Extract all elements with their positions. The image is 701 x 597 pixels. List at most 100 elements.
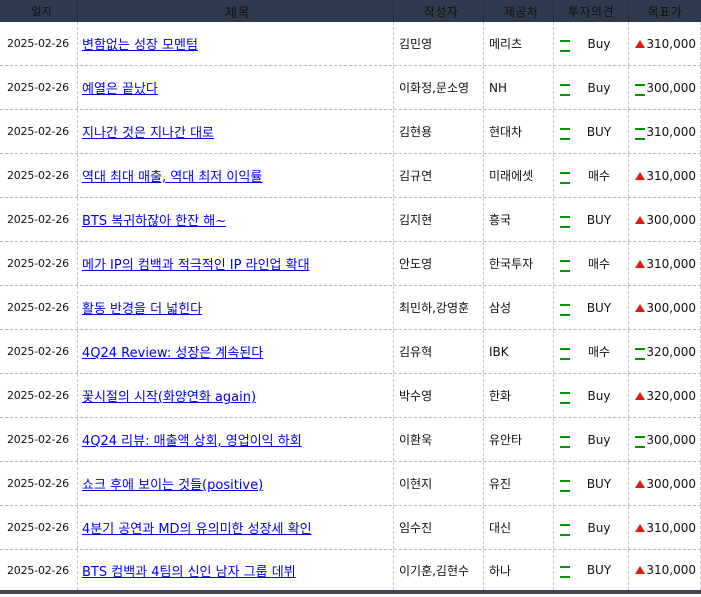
opinion-label: 매수 <box>587 169 611 183</box>
header-title: 제목 <box>77 0 393 22</box>
target-cell: 300,000 <box>628 286 701 329</box>
report-title-cell: 4Q24 Review: 성장은 계속된다 <box>77 330 393 373</box>
report-provider: 한국투자 <box>483 242 553 285</box>
equals-icon <box>560 127 570 140</box>
equals-icon <box>560 303 570 316</box>
opinion-cell: 매수 <box>553 242 628 285</box>
target-price: 320,000 <box>646 344 696 359</box>
target-cell: 300,000 <box>628 462 701 505</box>
opinion-label: 매수 <box>587 257 611 271</box>
report-title-cell: 변함없는 성장 모멘텀 <box>77 22 393 65</box>
report-author: 김지현 <box>393 198 483 241</box>
equals-icon <box>560 391 570 404</box>
up-triangle-icon <box>635 171 645 180</box>
report-title-cell: 역대 최대 매출, 역대 최저 이익률 <box>77 154 393 197</box>
table-row: 2025-02-26 변함없는 성장 모멘텀 김민영 메리츠 Buy 310,0… <box>0 22 701 66</box>
report-title-link[interactable]: 예열은 끝났다 <box>82 82 158 97</box>
report-title-link[interactable]: 꽃시절의 시작(화양연화 again) <box>82 390 257 405</box>
opinion-cell: 매수 <box>553 330 628 373</box>
opinion-cell: BUY <box>553 462 628 505</box>
up-triangle-icon <box>635 259 645 268</box>
opinion-label: BUY <box>586 300 612 315</box>
opinion-label: Buy <box>587 36 611 51</box>
opinion-label: Buy <box>587 388 611 403</box>
report-title-cell: 활동 반경을 더 넓힌다 <box>77 286 393 329</box>
target-price: 310,000 <box>646 124 696 139</box>
report-title-cell: 꽃시절의 시작(화양연화 again) <box>77 374 393 417</box>
report-author: 이현지 <box>393 462 483 505</box>
report-title-link[interactable]: 변함없는 성장 모멘텀 <box>82 38 198 53</box>
report-date: 2025-02-26 <box>7 477 69 490</box>
report-provider: 메리츠 <box>483 22 553 65</box>
equals-icon <box>560 39 570 52</box>
up-triangle-icon <box>635 391 645 400</box>
report-title-link[interactable]: 메가 IP의 컴백과 적극적인 IP 라인업 확대 <box>82 258 310 273</box>
opinion-label: BUY <box>586 563 612 577</box>
equals-icon <box>560 566 570 578</box>
report-title-link[interactable]: 4Q24 Review: 성장은 계속된다 <box>82 346 264 361</box>
opinion-cell: BUY <box>553 198 628 241</box>
equals-icon <box>635 83 645 96</box>
up-triangle-icon <box>635 479 645 488</box>
target-price: 310,000 <box>646 36 696 51</box>
equals-icon <box>560 435 570 448</box>
header-date: 일자 <box>31 5 53 18</box>
table-row: 2025-02-26 지나간 것은 지나간 대로 김현용 현대차 BUY 310… <box>0 110 701 154</box>
table-row: 2025-02-26 쇼크 후에 보이는 것들(positive) 이현지 유진… <box>0 462 701 506</box>
target-cell: 310,000 <box>628 110 701 153</box>
report-date: 2025-02-26 <box>7 563 69 577</box>
up-triangle-icon <box>635 215 645 224</box>
up-triangle-icon <box>635 39 645 48</box>
up-triangle-icon <box>635 523 645 532</box>
target-cell: 310,000 <box>628 22 701 65</box>
opinion-cell: BUY <box>553 110 628 153</box>
report-title-link[interactable]: 쇼크 후에 보이는 것들(positive) <box>82 478 264 493</box>
target-price: 310,000 <box>646 256 696 271</box>
target-cell: 300,000 <box>628 198 701 241</box>
report-title-cell: 메가 IP의 컴백과 적극적인 IP 라인업 확대 <box>77 242 393 285</box>
target-price: 300,000 <box>646 432 696 447</box>
report-author: 안도영 <box>393 242 483 285</box>
target-price: 300,000 <box>646 476 696 491</box>
table-header: 일자 제목 작성자 제공처 투자의견 목표가 <box>0 0 701 22</box>
table-row: 2025-02-26 메가 IP의 컴백과 적극적인 IP 라인업 확대 안도영… <box>0 242 701 286</box>
opinion-label: 매수 <box>587 345 611 359</box>
report-title-link[interactable]: 4분기 공연과 MD의 유의미한 성장세 확인 <box>82 522 312 537</box>
opinion-label: BUY <box>586 476 612 491</box>
report-title-cell: 지나간 것은 지나간 대로 <box>77 110 393 153</box>
report-author: 김규연 <box>393 154 483 197</box>
report-title-link[interactable]: 활동 반경을 더 넓힌다 <box>82 302 203 317</box>
report-provider: 한화 <box>483 374 553 417</box>
report-author: 김현용 <box>393 110 483 153</box>
target-price: 300,000 <box>646 80 696 95</box>
report-author: 김민영 <box>393 22 483 65</box>
report-title-cell: BTS 복귀하잖아 한잔 해~ <box>77 198 393 241</box>
report-date: 2025-02-26 <box>7 389 69 402</box>
report-title-link[interactable]: BTS 컴백과 4팀의 신인 남자 그룹 데뷔 <box>82 564 296 580</box>
header-target: 목표가 <box>628 0 701 22</box>
report-author: 이화정,문소영 <box>393 66 483 109</box>
report-provider: 삼성 <box>483 286 553 329</box>
target-price: 310,000 <box>646 563 696 577</box>
report-provider: 하나 <box>483 550 553 590</box>
target-cell: 320,000 <box>628 330 701 373</box>
target-price: 320,000 <box>646 388 696 403</box>
equals-icon <box>560 171 570 184</box>
table-row: 2025-02-26 예열은 끝났다 이화정,문소영 NH Buy 300,00… <box>0 66 701 110</box>
up-triangle-icon <box>635 303 645 312</box>
target-cell: 310,000 <box>628 506 701 549</box>
opinion-label: BUY <box>586 212 612 227</box>
report-title-link[interactable]: 역대 최대 매출, 역대 최저 이익률 <box>82 170 263 185</box>
target-price: 300,000 <box>646 212 696 227</box>
report-provider: 미래에셋 <box>483 154 553 197</box>
equals-icon <box>560 259 570 272</box>
report-title-link[interactable]: BTS 복귀하잖아 한잔 해~ <box>82 214 227 229</box>
report-title-link[interactable]: 지나간 것은 지나간 대로 <box>82 126 214 141</box>
equals-icon <box>635 435 645 448</box>
table-row: 2025-02-26 BTS 컴백과 4팀의 신인 남자 그룹 데뷔 이기훈,김… <box>0 550 701 590</box>
report-date: 2025-02-26 <box>7 213 69 226</box>
report-title-cell: 예열은 끝났다 <box>77 66 393 109</box>
report-title-link[interactable]: 4Q24 리뷰: 매출액 상회, 영업이익 하회 <box>82 434 302 449</box>
opinion-cell: Buy <box>553 22 628 65</box>
